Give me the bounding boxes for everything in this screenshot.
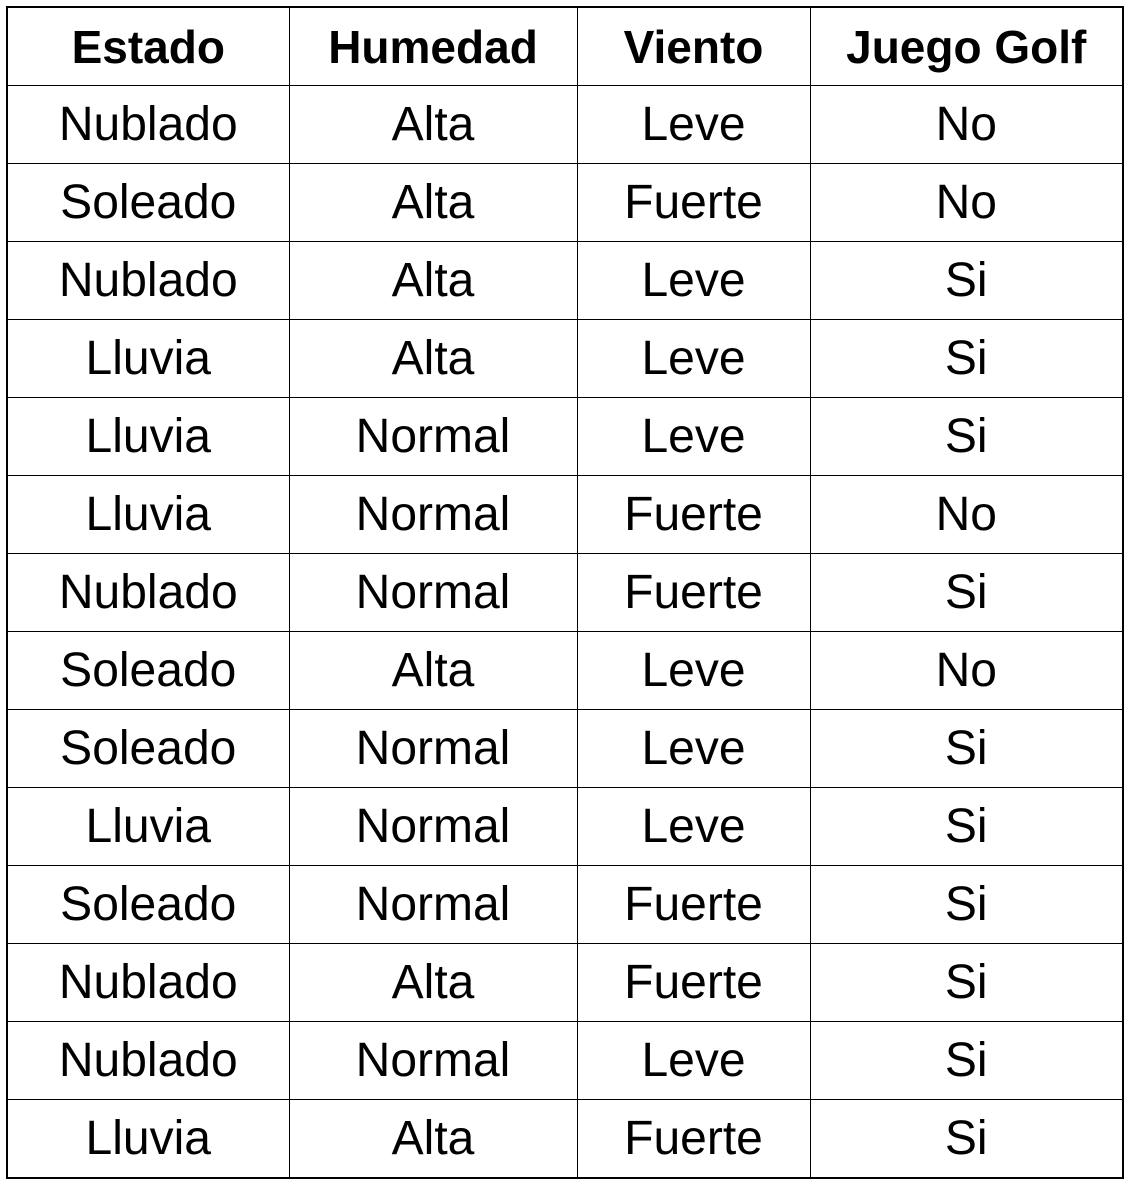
table-header: Estado Humedad Viento Juego Golf	[6, 6, 1124, 86]
cell-viento: Fuerte	[576, 943, 811, 1022]
cell-humedad: Normal	[288, 787, 578, 866]
cell-viento: Fuerte	[576, 1099, 811, 1179]
cell-juego-golf: No	[809, 475, 1124, 554]
cell-estado: Nublado	[6, 553, 290, 632]
cell-viento: Leve	[576, 85, 811, 164]
cell-juego-golf: No	[809, 163, 1124, 242]
cell-estado: Soleado	[6, 163, 290, 242]
cell-humedad: Normal	[288, 397, 578, 476]
cell-humedad: Alta	[288, 319, 578, 398]
cell-humedad: Normal	[288, 709, 578, 788]
cell-humedad: Normal	[288, 553, 578, 632]
cell-juego-golf: Si	[809, 241, 1124, 320]
cell-humedad: Normal	[288, 475, 578, 554]
cell-viento: Fuerte	[576, 553, 811, 632]
table-row: Soleado Alta Leve No	[6, 631, 1124, 710]
cell-humedad: Alta	[288, 241, 578, 320]
cell-juego-golf: Si	[809, 865, 1124, 944]
cell-humedad: Alta	[288, 163, 578, 242]
cell-viento: Leve	[576, 241, 811, 320]
cell-estado: Nublado	[6, 85, 290, 164]
table-row: Nublado Normal Fuerte Si	[6, 553, 1124, 632]
cell-estado: Nublado	[6, 1021, 290, 1100]
cell-humedad: Normal	[288, 1021, 578, 1100]
cell-estado: Lluvia	[6, 787, 290, 866]
table-row: Soleado Alta Fuerte No	[6, 163, 1124, 242]
cell-juego-golf: Si	[809, 553, 1124, 632]
table-row: Nublado Alta Fuerte Si	[6, 943, 1124, 1022]
cell-viento: Leve	[576, 397, 811, 476]
cell-viento: Leve	[576, 319, 811, 398]
cell-viento: Leve	[576, 1021, 811, 1100]
header-estado: Estado	[6, 6, 290, 86]
table-row: Soleado Normal Fuerte Si	[6, 865, 1124, 944]
header-viento: Viento	[576, 6, 811, 86]
cell-estado: Lluvia	[6, 397, 290, 476]
cell-viento: Fuerte	[576, 475, 811, 554]
cell-juego-golf: Si	[809, 787, 1124, 866]
header-juego-golf: Juego Golf	[809, 6, 1124, 86]
cell-estado: Nublado	[6, 943, 290, 1022]
table-row: Lluvia Normal Fuerte No	[6, 475, 1124, 554]
cell-estado: Soleado	[6, 631, 290, 710]
cell-juego-golf: Si	[809, 1099, 1124, 1179]
cell-humedad: Alta	[288, 631, 578, 710]
golf-data-table-container: Estado Humedad Viento Juego Golf Nublado…	[6, 6, 1124, 1179]
cell-estado: Nublado	[6, 241, 290, 320]
table-row: Lluvia Alta Leve Si	[6, 319, 1124, 398]
cell-juego-golf: No	[809, 631, 1124, 710]
cell-juego-golf: Si	[809, 1021, 1124, 1100]
cell-estado: Soleado	[6, 709, 290, 788]
cell-estado: Soleado	[6, 865, 290, 944]
cell-humedad: Alta	[288, 85, 578, 164]
header-row: Estado Humedad Viento Juego Golf	[6, 6, 1124, 86]
table-row: Nublado Normal Leve Si	[6, 1021, 1124, 1100]
cell-juego-golf: Si	[809, 319, 1124, 398]
cell-humedad: Alta	[288, 1099, 578, 1179]
cell-viento: Leve	[576, 787, 811, 866]
cell-humedad: Alta	[288, 943, 578, 1022]
cell-viento: Fuerte	[576, 163, 811, 242]
cell-estado: Lluvia	[6, 319, 290, 398]
cell-viento: Leve	[576, 709, 811, 788]
table-body: Nublado Alta Leve No Soleado Alta Fuerte No Nubl…	[6, 85, 1124, 1179]
cell-estado: Lluvia	[6, 475, 290, 554]
table-row: Nublado Alta Leve Si	[6, 241, 1124, 320]
cell-juego-golf: Si	[809, 943, 1124, 1022]
table-row: Lluvia Normal Leve Si	[6, 787, 1124, 866]
table-row: Lluvia Normal Leve Si	[6, 397, 1124, 476]
table-row: Nublado Alta Leve No	[6, 85, 1124, 164]
cell-viento: Leve	[576, 631, 811, 710]
golf-data-table: Estado Humedad Viento Juego Golf Nublado…	[6, 6, 1124, 1179]
header-humedad: Humedad	[288, 6, 578, 86]
cell-viento: Fuerte	[576, 865, 811, 944]
cell-humedad: Normal	[288, 865, 578, 944]
table-row: Lluvia Alta Fuerte Si	[6, 1099, 1124, 1179]
cell-juego-golf: Si	[809, 397, 1124, 476]
cell-estado: Lluvia	[6, 1099, 290, 1179]
cell-juego-golf: No	[809, 85, 1124, 164]
cell-juego-golf: Si	[809, 709, 1124, 788]
table-row: Soleado Normal Leve Si	[6, 709, 1124, 788]
